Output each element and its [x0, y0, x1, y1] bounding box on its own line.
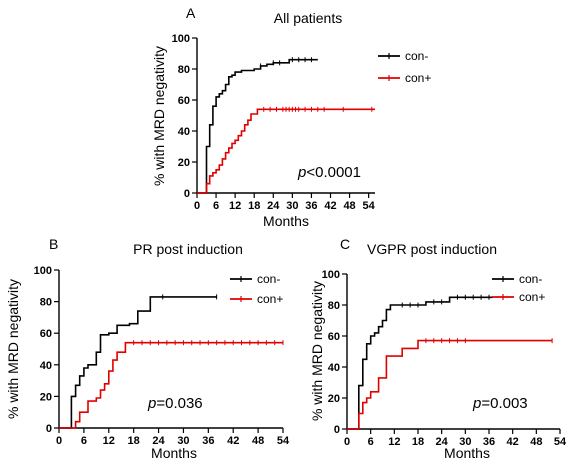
x-tick-label: 48 [252, 435, 264, 447]
x-tick-label: 18 [412, 436, 424, 448]
legend-item-con-plus: con+ [378, 71, 431, 85]
panel-b: 0 20 40 60 80 100 0 6 12 18 24 30 36 42 48 54 con-con+ B P… [5, 236, 290, 461]
panel-letter: A [186, 5, 196, 21]
x-tick-label: 18 [248, 200, 260, 212]
x-axis-label: Months [263, 213, 309, 229]
y-tick-label: 100 [34, 265, 52, 277]
x-tick-label: 12 [103, 435, 115, 447]
y-axis-label: % with MRD negativity [5, 279, 21, 419]
x-tick-label: 42 [227, 435, 239, 447]
y-tick-label: 40 [178, 126, 190, 138]
legend-label: con+ [405, 71, 431, 85]
x-tick-label: 0 [194, 200, 200, 212]
x-tick-label: 36 [202, 435, 214, 447]
series-line [59, 296, 217, 429]
x-tick-label: 42 [507, 436, 519, 448]
panel-letter: B [49, 236, 58, 252]
y-tick-label: 0 [334, 424, 340, 436]
x-tick-label: 30 [459, 436, 471, 448]
x-tick-label: 48 [343, 200, 355, 212]
x-tick-label: 36 [305, 200, 317, 212]
x-tick-label: 24 [436, 436, 449, 448]
y-tick-label: 80 [40, 297, 52, 309]
legend-label: con- [257, 272, 280, 286]
p-value: p=0.036 [147, 395, 203, 412]
x-tick-label: 0 [344, 436, 350, 448]
y-tick-label: 20 [178, 157, 190, 169]
series-line [347, 339, 553, 430]
legend-label: con+ [519, 290, 545, 304]
series-line [59, 341, 283, 429]
panel-title: PR post induction [133, 241, 243, 257]
y-axis-label: % with MRD negativity [309, 281, 325, 421]
y-tick-label: 0 [46, 423, 52, 435]
series-con-minus [347, 294, 493, 430]
y-tick-label: 40 [328, 362, 340, 374]
series-line [347, 296, 493, 430]
panel-c: 0 20 40 60 80 100 0 6 12 18 24 30 36 42 48 54 con-con+ C V… [309, 236, 567, 461]
series-con-plus [197, 106, 375, 194]
panel-title: VGPR post induction [367, 241, 497, 257]
panel-letter: C [340, 236, 350, 252]
series-con-minus [59, 294, 218, 429]
y-tick-label: 100 [172, 33, 190, 45]
y-axis-label: % with MRD negativity [151, 46, 167, 186]
legend-label: con- [519, 272, 542, 286]
y-tick-label: 80 [328, 300, 340, 312]
p-value: p=0.003 [472, 395, 528, 412]
x-tick-label: 48 [530, 436, 542, 448]
y-tick-label: 100 [322, 269, 340, 281]
y-tick-label: 20 [40, 391, 52, 403]
x-tick-label: 54 [363, 200, 376, 212]
x-tick-label: 30 [177, 435, 189, 447]
y-tick-label: 60 [40, 328, 52, 340]
series-line [197, 108, 375, 194]
y-tick-label: 60 [328, 331, 340, 343]
x-tick-label: 12 [229, 200, 241, 212]
x-tick-label: 30 [286, 200, 298, 212]
p-value: p<0.0001 [297, 164, 361, 181]
legend-item-con-plus: con+ [230, 292, 283, 306]
x-tick-label: 24 [267, 200, 280, 212]
panel-title: All patients [274, 10, 342, 26]
legend-label: con+ [257, 292, 283, 306]
x-tick-label: 6 [368, 436, 374, 448]
y-tick-label: 80 [178, 64, 190, 76]
series-con-plus [59, 340, 284, 429]
legend-item-con-minus: con- [230, 272, 280, 286]
x-tick-label: 6 [81, 435, 87, 447]
y-tick-label: 20 [328, 393, 340, 405]
series-line [197, 58, 318, 194]
x-tick-label: 12 [388, 436, 400, 448]
x-tick-label: 36 [483, 436, 495, 448]
legend-item-con-minus: con- [492, 272, 542, 286]
x-tick-label: 0 [56, 435, 62, 447]
y-tick-label: 0 [184, 188, 190, 200]
x-axis-label: Months [151, 445, 197, 461]
x-tick-label: 6 [213, 200, 219, 212]
series-con-minus [197, 57, 318, 194]
legend-item-con-minus: con- [378, 49, 428, 63]
x-tick-label: 18 [128, 435, 140, 447]
panel-a: 0 20 40 60 80 100 0 6 12 18 24 30 36 42 48 54 con-con+ A A… [151, 5, 431, 229]
x-tick-label: 54 [277, 435, 290, 447]
series-con-plus [347, 338, 553, 430]
legend-item-con-plus: con+ [492, 290, 545, 304]
x-axis-label: Months [444, 445, 490, 461]
legend-label: con- [405, 49, 428, 63]
y-tick-label: 60 [178, 95, 190, 107]
x-tick-label: 42 [324, 200, 336, 212]
x-tick-label: 54 [554, 436, 567, 448]
y-tick-label: 40 [40, 360, 52, 372]
x-tick-label: 24 [152, 435, 165, 447]
